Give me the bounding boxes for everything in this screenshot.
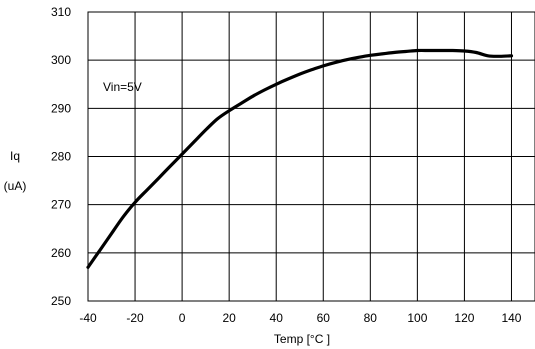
y-tick-label: 290 <box>51 101 71 115</box>
y-axis-label-line1: Iq <box>10 149 20 163</box>
x-tick-label: -40 <box>79 311 97 325</box>
y-tick-label: 260 <box>51 246 71 260</box>
x-tick-label: 0 <box>179 311 186 325</box>
x-tick-label: 40 <box>270 311 284 325</box>
y-tick-label: 310 <box>51 5 71 19</box>
x-tick-label: 20 <box>222 311 236 325</box>
x-axis-label: Temp [°C ] <box>274 332 330 346</box>
x-tick-label: 100 <box>407 311 427 325</box>
x-tick-label: 80 <box>364 311 378 325</box>
y-tick-label: 280 <box>51 150 71 164</box>
series-line <box>86 48 514 269</box>
y-axis-label-line2: (uA) <box>4 179 27 193</box>
y-tick-label: 250 <box>51 294 71 308</box>
x-tick-labels: -40 -20 0 20 40 60 80 100 120 140 <box>79 311 521 325</box>
x-tick-label: 60 <box>317 311 331 325</box>
condition-annotation: Vin=5V <box>103 80 142 94</box>
y-tick-labels: 250 260 270 280 290 300 310 <box>51 5 71 308</box>
x-tick-label: 140 <box>501 311 521 325</box>
y-tick-label: 300 <box>51 53 71 67</box>
x-tick-label: 120 <box>454 311 474 325</box>
x-tick-label: -20 <box>126 311 144 325</box>
y-tick-label: 270 <box>51 198 71 212</box>
grid-lines <box>87 11 535 302</box>
plot-frame <box>87 11 535 302</box>
